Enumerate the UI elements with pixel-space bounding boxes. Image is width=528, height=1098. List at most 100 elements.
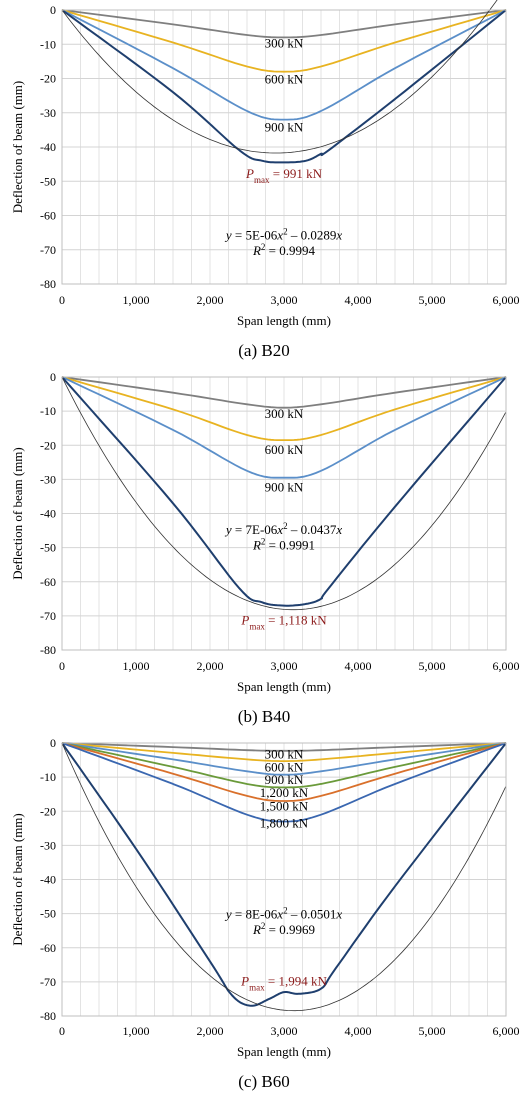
x-tick-label: 4,000: [345, 1024, 372, 1038]
r2-value: = 0.9969: [265, 922, 315, 937]
x-tick-label: 5,000: [419, 659, 446, 673]
trendline: [61, 742, 507, 1012]
y-tick-label: -40: [40, 507, 56, 521]
y-axis-title: Deflection of beam (mm): [10, 447, 25, 579]
x-tick-label: 2,000: [197, 1024, 224, 1038]
fit-r-squared: R2 = 0.9969: [252, 921, 315, 937]
y-tick-label: -70: [40, 975, 56, 989]
pmax-subscript: max: [249, 621, 265, 631]
pmax-subscript: max: [249, 982, 265, 992]
y-axis-title: Deflection of beam (mm): [10, 813, 25, 945]
plot-frame: [61, 376, 507, 651]
x-axis-title: Span length (mm): [237, 679, 331, 694]
x-tick-label: 0: [59, 659, 65, 673]
pmax-value: = 991 kN: [269, 166, 322, 181]
series-line-1200kn: [61, 742, 507, 789]
y-tick-label: -80: [40, 277, 56, 291]
r2-value: = 0.9994: [265, 243, 315, 258]
series-line-900kn: [61, 9, 507, 121]
fit-coef-b: 0.0289: [301, 227, 337, 242]
y-tick-label: -70: [40, 243, 56, 257]
chart-panel-b60: 0 -10 -20 -30 -40 -50 -60 -70 -80 0 1,00…: [10, 736, 520, 1091]
series-label-1800kn: 1,800 kN: [260, 815, 309, 830]
series-label-600kn: 600 kN: [265, 759, 304, 774]
series-label-300kn: 300 kN: [265, 36, 304, 51]
y-tick-label: -60: [40, 941, 56, 955]
x-tick-labels: 0 1,000 2,000 3,000 4,000 5,000 6,000: [59, 659, 520, 673]
fit-coef-a: 7E-06: [246, 522, 278, 537]
pmax-annotation: Pmax = 1,118 kN: [240, 612, 327, 631]
fit-equation: y = 5E-06x2 – 0.0289x: [224, 226, 342, 242]
plot-frame: [61, 742, 507, 1017]
series-line-pmax: [61, 742, 507, 1007]
fit-r-squared: R2 = 0.9994: [252, 242, 316, 258]
y-tick-label: -50: [40, 174, 56, 188]
y-tick-label: -30: [40, 472, 56, 486]
fit-equation: y = 8E-06x2 – 0.0501x: [224, 906, 342, 922]
x-tick-label: 3,000: [271, 1024, 298, 1038]
x-axis-title: Span length (mm): [237, 1044, 331, 1059]
x-tick-label: 4,000: [345, 659, 372, 673]
series-label-1200kn: 1,200 kN: [260, 785, 309, 800]
fit-coef-a: 8E-06: [246, 907, 278, 922]
x-tick-label: 2,000: [197, 659, 224, 673]
y-tick-label: -50: [40, 907, 56, 921]
pmax-annotation: Pmax = 991 kN: [245, 166, 323, 185]
pmax-annotation: Pmax = 1,994 kN: [240, 973, 327, 992]
r2-symbol: R: [252, 922, 261, 937]
series-line-300kn: [61, 376, 507, 409]
x-tick-label: 1,000: [123, 293, 150, 307]
y-tick-labels: 0 -10 -20 -30 -40 -50 -60 -70 -80: [40, 736, 56, 1023]
series-line-600kn: [61, 376, 507, 441]
trendline: [61, 376, 507, 611]
x-tick-label: 2,000: [197, 293, 224, 307]
fit-coef-b: 0.0437: [301, 522, 337, 537]
x-tick-label: 3,000: [271, 293, 298, 307]
y-tick-label: -70: [40, 609, 56, 623]
series-layer: [61, 742, 507, 1012]
chart-panel-b40: 0 -10 -20 -30 -40 -50 -60 -70 -80 0 1,00…: [10, 370, 520, 726]
x-tick-label: 0: [59, 293, 65, 307]
series-label-900kn: 900 kN: [265, 479, 304, 494]
series-line-1800kn: [61, 742, 507, 823]
series-label-600kn: 600 kN: [265, 442, 304, 457]
series-line-300kn: [61, 9, 507, 39]
pmax-value: = 1,118 kN: [265, 612, 327, 627]
chart-panel-b20: 0 -10 -20 -30 -40 -50 -60 -70 -80 0 1,00…: [10, 0, 520, 360]
y-tick-label: 0: [50, 3, 56, 17]
panel-caption: (b) B40: [238, 707, 290, 726]
pmax-value: = 1,994 kN: [265, 973, 328, 988]
x-tick-labels: 0 1,000 2,000 3,000 4,000 5,000 6,000: [59, 1024, 520, 1038]
x-tick-label: 5,000: [419, 1024, 446, 1038]
x-tick-label: 6,000: [493, 1024, 520, 1038]
y-tick-label: -30: [40, 106, 56, 120]
y-tick-label: -10: [40, 37, 56, 51]
series-label-900kn: 900 kN: [265, 120, 304, 135]
y-tick-label: -40: [40, 873, 56, 887]
trendline: [61, 0, 498, 154]
pmax-subscript: max: [254, 175, 270, 185]
series-line-600kn: [61, 742, 507, 762]
y-tick-label: -60: [40, 209, 56, 223]
fit-r-squared: R2 = 0.9991: [252, 536, 315, 552]
r2-value: = 0.9991: [265, 537, 315, 552]
y-tick-label: -10: [40, 770, 56, 784]
x-tick-labels: 0 1,000 2,000 3,000 4,000 5,000 6,000: [59, 293, 520, 307]
series-line-900kn: [61, 742, 507, 776]
x-tick-label: 6,000: [493, 659, 520, 673]
series-line-1500kn: [61, 742, 507, 802]
y-tick-label: -20: [40, 438, 56, 452]
y-tick-labels: 0 -10 -20 -30 -40 -50 -60 -70 -80: [40, 3, 56, 291]
series-line-900kn: [61, 376, 507, 479]
x-tick-label: 5,000: [419, 293, 446, 307]
fit-equation: y = 7E-06x2 – 0.0437x: [224, 521, 342, 537]
series-line-600kn: [61, 9, 507, 73]
y-tick-label: -20: [40, 72, 56, 86]
y-tick-label: -30: [40, 838, 56, 852]
series-layer: [61, 0, 507, 164]
y-tick-label: -80: [40, 1009, 56, 1023]
panel-caption: (c) B60: [238, 1072, 289, 1091]
series-line-pmax: [61, 376, 507, 607]
x-axis-title: Span length (mm): [237, 313, 331, 328]
